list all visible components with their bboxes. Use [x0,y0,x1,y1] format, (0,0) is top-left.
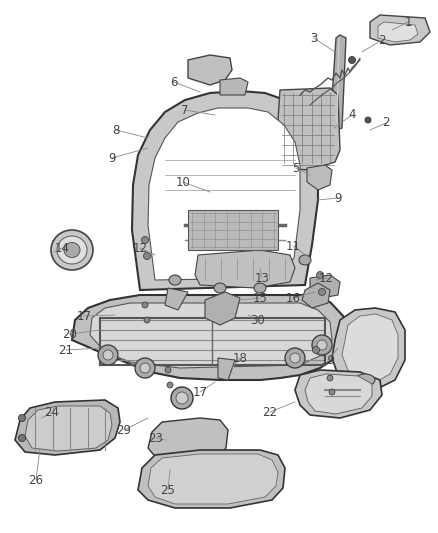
Text: 15: 15 [253,292,268,304]
Ellipse shape [169,275,181,285]
Polygon shape [148,454,278,504]
Polygon shape [278,88,340,170]
Ellipse shape [312,346,319,353]
Ellipse shape [171,387,193,409]
Ellipse shape [317,271,324,279]
Ellipse shape [349,56,356,63]
Polygon shape [148,418,228,465]
Text: 19: 19 [321,353,336,367]
Text: 2: 2 [382,117,390,130]
Text: 3: 3 [310,31,318,44]
Text: 21: 21 [59,343,74,357]
Ellipse shape [355,374,375,386]
Text: 8: 8 [112,124,120,136]
Ellipse shape [98,345,118,365]
Polygon shape [295,370,382,418]
Polygon shape [310,275,340,298]
Text: 7: 7 [181,103,189,117]
Ellipse shape [312,335,332,355]
Ellipse shape [140,363,150,373]
Ellipse shape [329,389,335,395]
Text: 2: 2 [378,34,386,46]
Polygon shape [132,91,318,290]
Polygon shape [218,358,235,380]
Ellipse shape [64,243,80,257]
Text: 24: 24 [45,406,60,418]
Text: 20: 20 [63,327,78,341]
Ellipse shape [317,340,327,350]
Text: 14: 14 [54,241,70,254]
Text: 10: 10 [176,175,191,189]
Polygon shape [188,210,278,250]
Polygon shape [15,400,120,455]
Ellipse shape [144,253,151,260]
Polygon shape [342,314,398,382]
Text: 23: 23 [148,432,163,445]
Polygon shape [330,35,346,130]
Text: 13: 13 [254,271,269,285]
Text: 4: 4 [348,109,356,122]
Ellipse shape [141,237,148,244]
Polygon shape [90,303,332,368]
Polygon shape [195,250,295,288]
Ellipse shape [135,358,155,378]
Polygon shape [302,283,330,308]
Ellipse shape [365,117,371,123]
Ellipse shape [18,434,25,441]
Text: 1: 1 [404,15,412,28]
Polygon shape [378,22,418,42]
Polygon shape [72,295,348,380]
Text: 26: 26 [28,473,43,487]
Text: 18: 18 [233,351,247,365]
Ellipse shape [165,367,171,373]
Text: 9: 9 [334,191,342,205]
Ellipse shape [285,348,305,368]
Ellipse shape [214,283,226,293]
Polygon shape [370,15,430,45]
Ellipse shape [254,283,266,293]
Ellipse shape [18,415,25,422]
Text: 12: 12 [133,241,148,254]
Text: 9: 9 [108,151,116,165]
Ellipse shape [142,302,148,308]
Polygon shape [148,108,300,280]
Ellipse shape [290,353,300,363]
Text: 29: 29 [117,424,131,437]
Ellipse shape [299,255,311,265]
Text: 17: 17 [77,310,92,322]
Ellipse shape [318,288,325,295]
Ellipse shape [167,382,173,388]
Polygon shape [165,288,188,310]
Polygon shape [205,292,240,325]
Polygon shape [138,450,285,508]
Text: 12: 12 [318,271,333,285]
Polygon shape [188,55,232,85]
Ellipse shape [144,317,150,323]
Text: 22: 22 [262,406,278,418]
Text: 17: 17 [192,385,208,399]
Polygon shape [305,374,372,414]
Polygon shape [25,406,112,451]
Text: 25: 25 [161,483,176,497]
Ellipse shape [327,375,333,381]
Polygon shape [220,78,248,95]
Ellipse shape [103,350,113,360]
Text: 11: 11 [286,239,300,253]
Ellipse shape [51,230,93,270]
Text: 16: 16 [286,292,300,304]
Text: 5: 5 [292,161,300,174]
Ellipse shape [57,236,87,264]
Text: 6: 6 [170,76,178,88]
Text: 30: 30 [251,313,265,327]
Polygon shape [332,308,405,390]
Polygon shape [307,165,332,190]
Ellipse shape [176,392,188,404]
